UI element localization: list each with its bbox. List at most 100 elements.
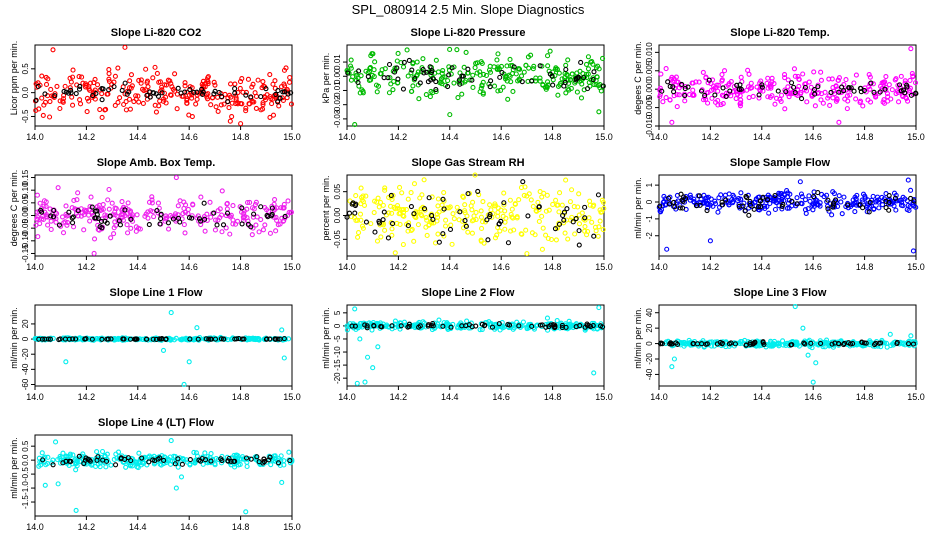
data-point [578,59,584,66]
data-point [172,71,178,77]
data-point [492,201,498,207]
data-point [514,319,520,325]
data-point [702,94,708,100]
data-point [867,74,873,80]
data-point [151,461,157,467]
data-point [543,232,549,238]
data-point [463,223,469,229]
y-tick-label: 0.000 [645,79,654,100]
data-point [723,93,729,99]
data-point [822,89,828,95]
data-point [567,199,574,205]
data-point [350,74,356,80]
data-point [112,212,118,218]
data-point [48,226,54,233]
data-point [465,66,471,72]
data-point [258,204,264,210]
data-point [194,325,200,331]
data-point [429,194,435,200]
data-point [789,342,795,348]
data-point [164,215,170,221]
data-point [670,84,676,90]
data-point [202,457,209,463]
data-point [599,55,606,62]
data-point [824,337,830,343]
data-point [371,209,377,216]
data-point [234,336,240,342]
data-point [258,216,264,223]
data-point [756,95,762,101]
data-point [353,193,359,199]
data-point [104,336,110,342]
data-point [99,85,105,92]
data-point [722,192,729,198]
data-point [428,322,434,329]
data-point [668,341,674,347]
data-point [703,74,709,80]
y-tick-label: 0 [645,341,654,346]
data-point [39,95,45,101]
data-point [182,230,188,236]
data-point [908,46,914,52]
data-point [256,229,262,235]
data-point [217,206,223,212]
data-point [237,461,243,467]
data-point [199,86,205,92]
data-point [99,114,105,121]
data-point [853,96,859,102]
data-point [563,90,569,96]
data-point [548,236,555,243]
data-point [871,341,878,348]
data-point [802,197,809,203]
data-point [223,225,229,231]
data-point [464,213,470,219]
data-point [232,86,238,92]
data-point [275,460,282,466]
data-point [368,221,374,227]
y-tick-label: -5 [333,335,342,343]
data-point [247,199,253,206]
data-point [348,63,354,69]
data-point [250,81,256,87]
data-point [57,98,63,104]
data-point [65,454,71,460]
data-point [487,63,493,69]
data-point [152,102,158,108]
data-point [570,219,576,225]
data-point [582,204,588,210]
data-point [600,199,606,205]
data-point [478,208,484,214]
data-point [237,79,244,85]
data-point [362,322,368,328]
data-point [405,228,411,234]
data-point [286,449,292,455]
y-tick-label: 0.0 [21,87,30,99]
data-point [421,70,427,76]
data-point [799,194,805,200]
data-point [713,99,719,105]
data-point [818,69,824,75]
data-point [89,336,95,342]
data-point [734,82,740,88]
data-point [199,91,206,97]
data-point [667,83,673,89]
data-point [208,458,214,464]
data-point [553,197,559,203]
data-point [721,93,727,99]
data-point [241,208,247,214]
data-point [480,91,486,97]
data-point [218,336,224,342]
data-point [593,65,599,71]
data-point [596,305,602,311]
data-point [172,461,178,467]
data-point [540,225,546,231]
data-point [845,205,851,211]
data-point [286,209,292,216]
chart-panel: Slope Line 3 Flow ml/min per min. 14.0 14.2… [624,260,936,402]
data-point [375,195,381,201]
data-point [83,455,89,461]
data-point [59,214,66,220]
data-point [69,205,75,211]
data-point [388,192,394,199]
data-point [232,464,238,470]
